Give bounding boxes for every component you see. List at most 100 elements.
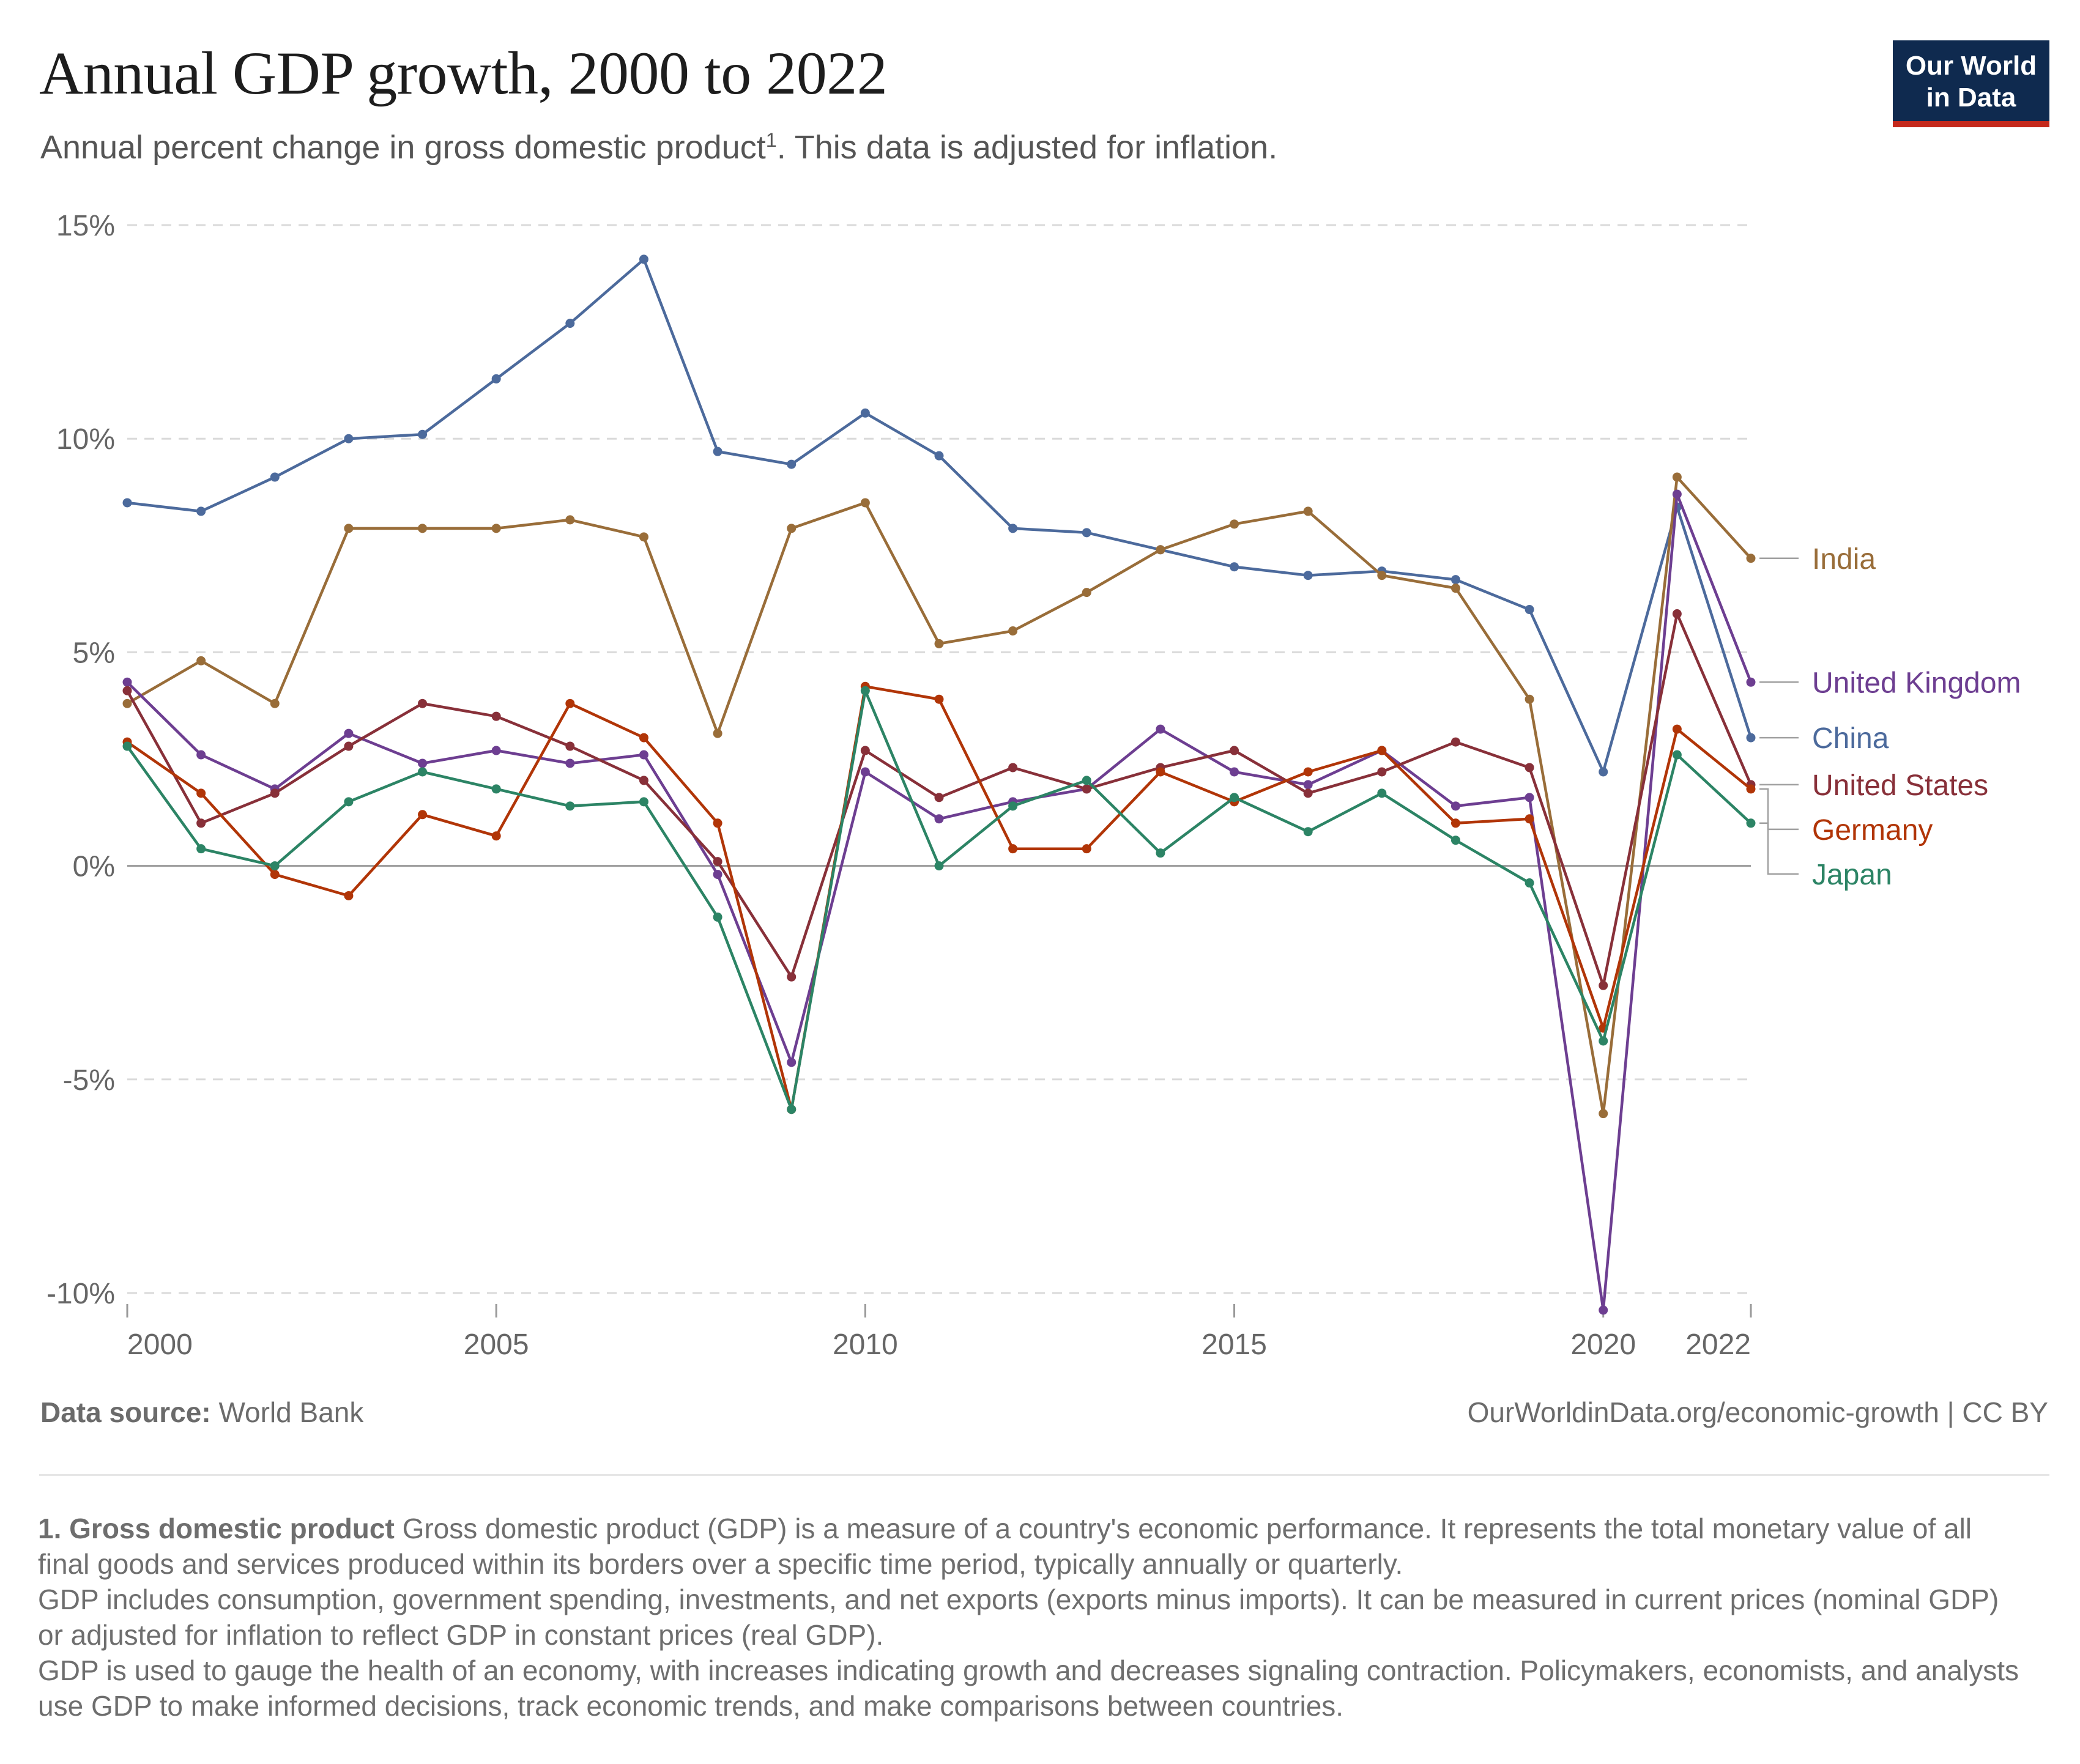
- data-point-united-states: [1377, 767, 1387, 777]
- data-point-china: [418, 429, 428, 439]
- data-point-japan: [1377, 788, 1387, 798]
- series-label-germany: Germany: [1812, 814, 1933, 847]
- data-point-germany: [196, 788, 206, 798]
- subtitle-text: Annual percent change in gross domestic …: [40, 129, 766, 166]
- data-point-united-states: [787, 972, 797, 982]
- site-link[interactable]: OurWorldinData.org/economic-growth | CC …: [1467, 1396, 2048, 1428]
- data-point-united-states: [1230, 746, 1239, 755]
- data-point-united-kingdom: [639, 750, 648, 760]
- note-text-3: GDP is used to gauge the health of an ec…: [38, 1655, 2019, 1722]
- footnote-marker[interactable]: 1: [765, 129, 777, 151]
- y-tick-label: 5%: [73, 637, 115, 669]
- data-point-india: [1230, 519, 1239, 529]
- data-point-united-states: [1303, 788, 1313, 798]
- y-tick-label: 0%: [73, 851, 115, 883]
- data-point-germany: [1303, 767, 1313, 777]
- data-point-germany: [270, 870, 280, 880]
- data-point-japan: [1525, 878, 1534, 888]
- series-label-japan: Japan: [1812, 859, 1892, 891]
- data-point-united-kingdom: [787, 1058, 797, 1067]
- data-point-china: [1525, 605, 1534, 615]
- data-point-india: [639, 532, 648, 542]
- data-point-germany: [491, 831, 501, 841]
- data-point-germany: [1156, 767, 1165, 777]
- data-point-china: [1008, 524, 1018, 533]
- series-label-united-states: United States: [1812, 769, 1988, 802]
- data-point-united-kingdom: [1746, 677, 1756, 687]
- data-point-united-states: [196, 818, 206, 828]
- data-point-japan: [787, 1105, 797, 1114]
- note-title: 1. Gross domestic product: [38, 1513, 395, 1544]
- data-point-india: [713, 728, 722, 738]
- data-point-china: [639, 254, 648, 264]
- data-point-germany: [713, 818, 722, 828]
- data-point-japan: [1746, 818, 1756, 828]
- x-tick-label: 2005: [464, 1329, 529, 1361]
- data-point-germany: [344, 891, 354, 900]
- y-tick-label: -10%: [46, 1278, 115, 1310]
- series-lines: [122, 254, 1756, 1315]
- y-axis-ticks: -10% -5% 0% 5% 10% 15%: [46, 210, 115, 1310]
- series-label-india: India: [1812, 543, 1876, 576]
- data-point-india: [1377, 571, 1387, 580]
- data-point-india: [1599, 1109, 1608, 1119]
- data-point-japan: [1230, 793, 1239, 802]
- y-tick-label: 15%: [56, 210, 115, 242]
- series-legend-labels: India United Kingdom China United States Ger…: [1759, 543, 2021, 891]
- series-label-united-kingdom: United Kingdom: [1812, 667, 2021, 699]
- data-point-united-states: [1082, 784, 1091, 794]
- data-point-germany: [418, 810, 428, 820]
- data-point-india: [565, 515, 575, 525]
- data-point-united-states: [1450, 737, 1460, 747]
- leader-line-japan: [1759, 822, 1799, 875]
- footnotes: 1. Gross domestic product Gross domestic…: [38, 1511, 2026, 1724]
- data-point-china: [491, 374, 501, 384]
- x-axis-ticks: 2000 2005 2010 2015 2020 2022: [126, 1304, 1752, 1361]
- data-point-japan: [1599, 1036, 1608, 1046]
- data-point-united-kingdom: [196, 750, 206, 760]
- data-point-united-kingdom: [491, 746, 501, 755]
- data-point-united-kingdom: [122, 677, 132, 687]
- chart-subtitle: Annual percent change in gross domestic …: [40, 128, 1277, 166]
- data-point-germany: [1672, 724, 1682, 734]
- data-point-india: [1746, 554, 1756, 563]
- data-point-germany: [639, 733, 648, 743]
- data-point-japan: [565, 801, 575, 811]
- data-point-united-kingdom: [713, 870, 722, 880]
- data-point-india: [1082, 588, 1091, 598]
- series-line-germany: [126, 685, 1752, 1111]
- footer-divider: [39, 1474, 2049, 1476]
- data-point-germany: [1377, 746, 1387, 755]
- data-point-china: [860, 408, 870, 418]
- data-point-japan: [1156, 848, 1165, 858]
- data-point-united-states: [639, 776, 648, 785]
- y-tick-label: -5%: [63, 1064, 115, 1097]
- data-point-china: [713, 447, 722, 456]
- data-point-united-kingdom: [1525, 793, 1534, 802]
- data-point-india: [1525, 694, 1534, 704]
- series-line-united-kingdom: [126, 492, 1753, 1312]
- data-point-germany: [565, 699, 575, 708]
- data-point-japan: [1672, 750, 1682, 760]
- data-point-united-states: [934, 793, 944, 802]
- note-text-1: Gross domestic product (GDP) is a measur…: [38, 1513, 1972, 1580]
- data-point-united-states: [122, 686, 132, 695]
- x-tick-label: 2000: [127, 1329, 193, 1361]
- data-point-china: [1599, 767, 1608, 777]
- owid-logo[interactable]: Our World in Data: [1893, 40, 2049, 127]
- data-point-united-states: [344, 741, 354, 751]
- source-value[interactable]: World Bank: [218, 1396, 364, 1428]
- x-tick-label: 2015: [1202, 1329, 1267, 1361]
- leader-line-germany: [1759, 788, 1799, 831]
- data-point-india: [860, 498, 870, 508]
- data-point-united-kingdom: [1303, 780, 1313, 790]
- data-point-united-kingdom: [1599, 1305, 1608, 1315]
- data-point-china: [1303, 571, 1313, 580]
- data-point-japan: [713, 912, 722, 922]
- data-point-japan: [1303, 827, 1313, 837]
- data-point-united-states: [860, 746, 870, 755]
- data-point-japan: [418, 767, 428, 777]
- data-point-india: [344, 524, 354, 533]
- data-point-united-kingdom: [344, 728, 354, 738]
- data-point-germany: [1450, 818, 1460, 828]
